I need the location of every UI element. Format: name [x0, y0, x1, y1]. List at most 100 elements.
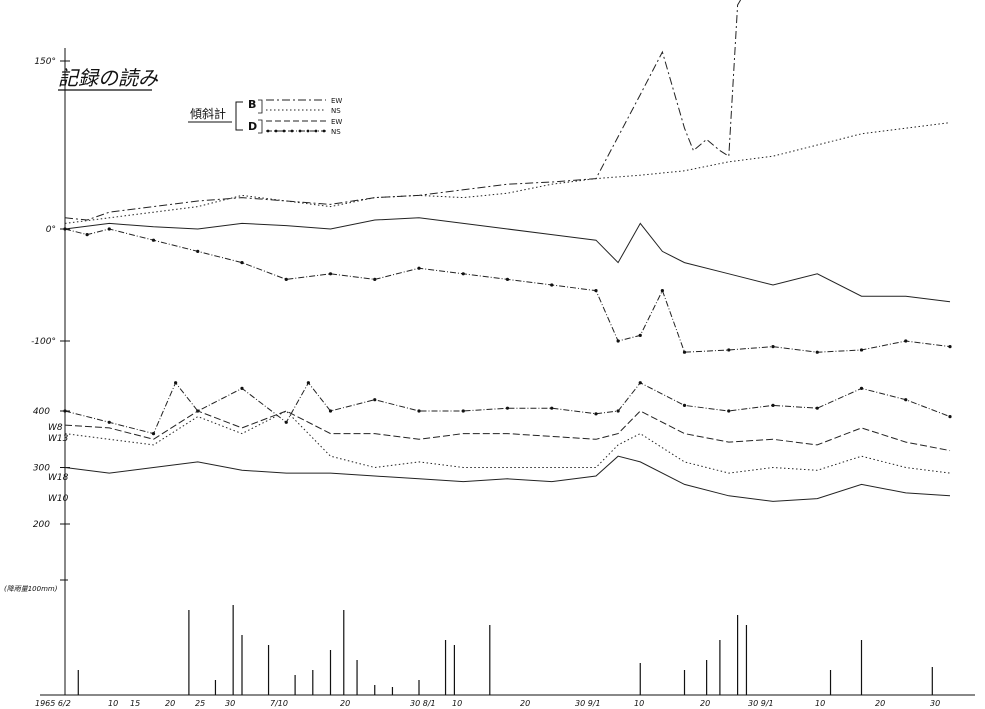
level-point	[771, 403, 775, 407]
level-point	[107, 420, 111, 424]
tilt-line-2	[64, 217, 951, 303]
level-point	[240, 386, 244, 390]
tilt-point	[638, 333, 642, 337]
tilt-point	[550, 283, 554, 287]
level-tick-label: 400	[33, 407, 50, 417]
well-label-w10: W10	[48, 494, 69, 504]
legend-marker	[274, 129, 278, 133]
level-point	[859, 386, 864, 390]
tilt-point	[815, 350, 819, 354]
level-point	[904, 398, 908, 402]
level-point	[594, 412, 598, 416]
legend-marker	[298, 129, 302, 133]
date-label: 30 9/1	[748, 699, 774, 708]
legend-bracket-d	[258, 119, 263, 134]
level-point	[550, 406, 554, 410]
well-label-w13: W13	[48, 434, 69, 444]
level-point	[284, 420, 288, 424]
legend-entry-b-ns: NS	[331, 107, 341, 115]
tilt-point	[682, 350, 687, 354]
y-tick-label: 150°	[34, 57, 56, 67]
level-line-1	[64, 410, 951, 452]
date-labels: 1965 6/2 10 15 20 25 30 7/10 20 30 8/1 10 20 30 9/1…	[35, 699, 940, 708]
y-tick-label: -100°	[31, 337, 56, 347]
legend-entry-d-ew: EW	[331, 118, 342, 126]
tilt-point	[660, 289, 664, 293]
legend-bracket-b	[258, 99, 263, 114]
tilt-point	[240, 261, 244, 265]
tilt-point	[616, 339, 620, 343]
date-label: 7/10	[270, 699, 288, 708]
date-label: 25	[195, 699, 205, 708]
date-label: 10	[452, 699, 462, 708]
y-ticks: 150° 0° -100° 400 300 200	[31, 57, 70, 530]
level-point	[417, 409, 421, 413]
level-tick-label: 300	[33, 464, 50, 474]
level-line-3	[64, 455, 951, 502]
tilt-point	[594, 289, 598, 293]
tilt-point	[373, 277, 377, 281]
date-label: 20	[700, 699, 710, 708]
date-label: 20	[875, 699, 885, 708]
tilt-point	[151, 238, 156, 242]
legend-marker	[290, 129, 294, 133]
legend-marker	[322, 129, 326, 133]
level-point	[948, 415, 952, 419]
legend-label: 傾斜計	[190, 106, 226, 121]
level-line-0	[64, 381, 951, 435]
legend-entry-d-ns: NS	[331, 128, 341, 136]
legend-marker	[314, 129, 318, 133]
level-point	[328, 409, 333, 413]
tilt-line-0	[64, 0, 742, 221]
date-label: 20	[165, 699, 175, 708]
well-label-w8: W8	[48, 423, 63, 433]
date-label: 10	[108, 699, 118, 708]
date-label: 30	[930, 699, 940, 708]
tilt-point	[505, 277, 510, 281]
date-label: 30	[225, 699, 235, 708]
tilt-point	[948, 345, 952, 349]
level-point	[151, 432, 156, 436]
level-point	[373, 398, 377, 402]
legend-marker	[266, 129, 270, 133]
date-label: 20	[340, 699, 350, 708]
chart-title: 記録の読み	[58, 66, 159, 90]
well-label-w18: W18	[48, 473, 69, 483]
level-point	[505, 406, 510, 410]
tilt-point	[196, 249, 200, 253]
level-point	[727, 409, 731, 413]
date-label: 15	[130, 699, 140, 708]
level-point	[815, 406, 819, 410]
level-point	[63, 409, 67, 413]
level-line-2	[64, 410, 951, 474]
tilt-point	[904, 339, 908, 343]
level-point	[682, 403, 687, 407]
level-point	[616, 409, 620, 413]
legend-marker	[282, 129, 286, 133]
date-label: 10	[634, 699, 644, 708]
tilt-line-3	[64, 228, 951, 353]
level-point	[174, 381, 178, 385]
tilt-point	[461, 272, 465, 276]
legend-marker	[306, 129, 310, 133]
tilt-point	[85, 233, 89, 237]
date-label: 10	[815, 699, 825, 708]
tilt-point	[859, 348, 864, 352]
level-point	[461, 409, 465, 413]
tilt-point	[107, 227, 111, 231]
tilt-point	[63, 227, 67, 231]
y-tick-label: 0°	[46, 225, 56, 235]
date-label: 30 9/1	[575, 699, 601, 708]
level-point	[638, 381, 642, 385]
tilt-point	[417, 266, 421, 270]
level-point	[306, 381, 310, 385]
tilt-line-1	[64, 122, 951, 224]
rain-bars	[77, 605, 933, 695]
tilt-point	[328, 272, 333, 276]
tilt-series	[63, 0, 952, 354]
legend-bracket	[235, 101, 243, 131]
tilt-point	[727, 348, 731, 352]
date-label: 30 8/1	[410, 699, 436, 708]
legend: 傾斜計 B D EW NS EW NS	[188, 97, 342, 136]
